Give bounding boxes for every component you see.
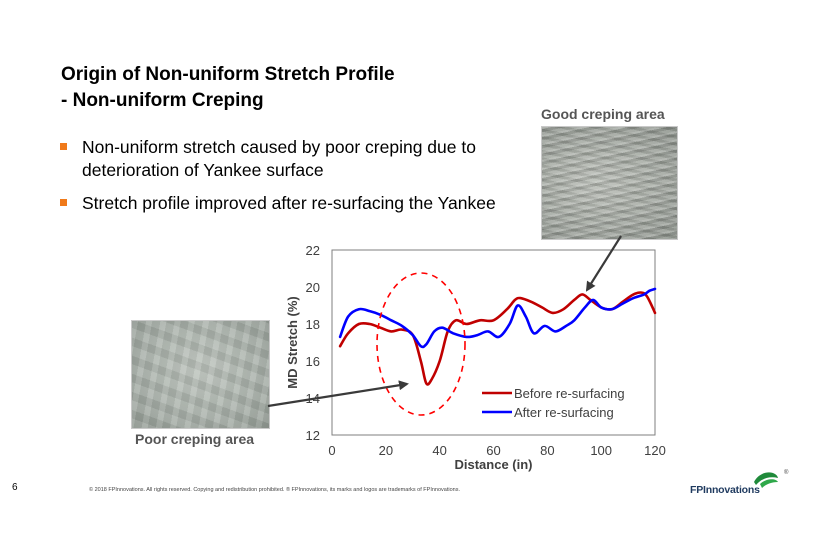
x-tick-label: 80 bbox=[540, 443, 554, 458]
leaf-icon bbox=[754, 472, 778, 488]
bullet-item: Non-uniform stretch caused by poor crepi… bbox=[60, 136, 500, 182]
x-axis-title: Distance (in) bbox=[454, 457, 532, 472]
x-tick-label: 40 bbox=[432, 443, 446, 458]
bullet-square-icon bbox=[60, 143, 67, 150]
bullet-item: Stretch profile improved after re-surfac… bbox=[60, 192, 500, 215]
x-tick-label: 0 bbox=[328, 443, 335, 458]
slide-title: Origin of Non-uniform Stretch Profile - … bbox=[61, 62, 395, 114]
x-tick-label: 100 bbox=[590, 443, 612, 458]
fpinnovations-logo: FPInnovations ® bbox=[690, 468, 794, 498]
bullet-text: Non-uniform stretch caused by poor crepi… bbox=[82, 137, 476, 180]
good-area-arrow bbox=[585, 235, 622, 292]
poor-area-arrow bbox=[267, 380, 409, 408]
good-creping-label: Good creping area bbox=[541, 106, 665, 122]
good-creping-photo bbox=[541, 126, 678, 240]
x-tick-label: 60 bbox=[486, 443, 500, 458]
page-number: 6 bbox=[12, 482, 18, 493]
x-tick-label: 20 bbox=[379, 443, 393, 458]
legend-entry-before: Before re-surfacing bbox=[514, 386, 625, 401]
registered-mark: ® bbox=[784, 470, 789, 476]
y-axis-title: MD Stretch (%) bbox=[285, 296, 300, 388]
x-tick-label: 120 bbox=[644, 443, 666, 458]
y-tick-label: 20 bbox=[306, 280, 320, 295]
bullet-list: Non-uniform stretch caused by poor crepi… bbox=[60, 136, 500, 225]
bullet-square-icon bbox=[60, 199, 67, 206]
legend-entry-after: After re-surfacing bbox=[514, 405, 614, 420]
logo-text: FPInnovations bbox=[690, 484, 760, 496]
y-tick-label: 12 bbox=[306, 428, 320, 443]
problem-area-highlight bbox=[376, 272, 466, 416]
y-tick-label: 16 bbox=[306, 354, 320, 369]
after-resurfacing-line bbox=[338, 287, 657, 349]
slide-title-line-1: Origin of Non-uniform Stretch Profile bbox=[61, 64, 395, 85]
poor-creping-label: Poor creping area bbox=[135, 431, 255, 447]
copyright-notice: © 2018 FPInnovations. All rights reserve… bbox=[89, 487, 460, 493]
y-tick-label: 22 bbox=[306, 243, 320, 258]
bullet-text: Stretch profile improved after re-surfac… bbox=[82, 193, 496, 213]
y-tick-label: 18 bbox=[306, 317, 320, 332]
plot-area-frame bbox=[331, 249, 656, 436]
poor-creping-photo bbox=[131, 320, 270, 429]
slide-title-line-2: - Non-uniform Creping bbox=[61, 90, 264, 111]
before-resurfacing-line bbox=[338, 291, 657, 386]
